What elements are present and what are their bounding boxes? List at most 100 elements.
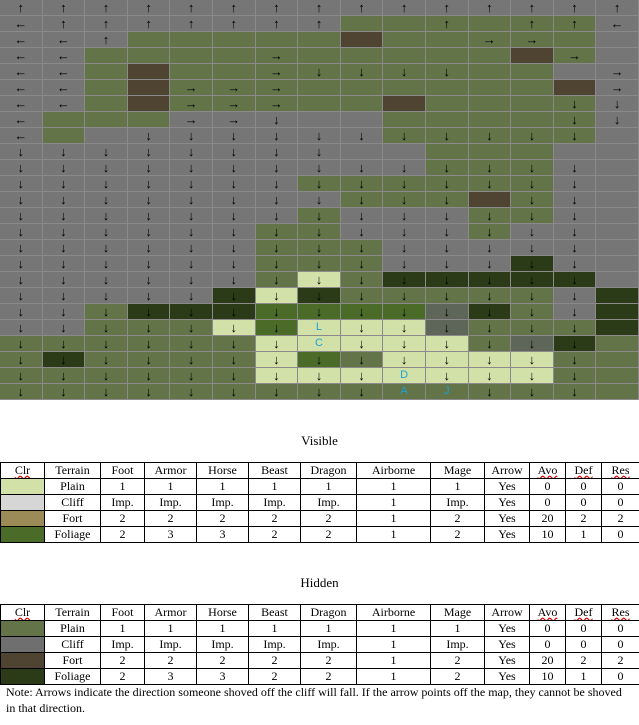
hidden-table-cell: 0	[601, 668, 639, 685]
arrow-up-icon: ↑	[127, 16, 171, 32]
arrow-down-icon: ↓	[298, 256, 341, 272]
visible-table-cell: 1	[356, 526, 431, 543]
map-note: Note: Arrows indicate the direction some…	[6, 685, 622, 715]
arrow-left-icon: ←	[0, 48, 43, 64]
visible-table-cell: 2	[196, 510, 249, 527]
arrow-down-icon: ↓	[298, 160, 341, 176]
unit-label: D	[383, 368, 426, 384]
map-tile	[596, 304, 639, 320]
arrow-down-icon: ↓	[212, 352, 256, 368]
arrow-up-icon: ↑	[340, 0, 384, 16]
map-tile	[340, 112, 384, 128]
arrow-down-icon: ↓	[127, 208, 171, 224]
hidden-table-cell: Foliage	[44, 668, 101, 685]
arrow-down-icon: ↓	[170, 176, 213, 192]
arrow-down-icon: ↓	[340, 384, 384, 400]
arrow-down-icon: ↓	[553, 208, 597, 224]
map-tile	[127, 64, 171, 80]
arrow-down-icon: ↓	[212, 256, 256, 272]
hidden-table-cell: Imp.	[248, 636, 301, 653]
arrow-down-icon: ↓	[511, 160, 554, 176]
visible-table-cell: 2	[248, 526, 301, 543]
arrow-down-icon: ↓	[298, 224, 341, 240]
map-tile	[383, 16, 426, 32]
visible-table-cell: 1	[356, 494, 431, 511]
arrow-down-icon: ↓	[85, 224, 128, 240]
map-tile	[340, 32, 384, 48]
hidden-table-cell: Imp.	[300, 636, 357, 653]
map-tile	[340, 144, 384, 160]
hidden-header-cell: Avo	[529, 604, 566, 621]
arrow-up-icon: ↑	[170, 16, 213, 32]
arrow-down-icon: ↓	[298, 192, 341, 208]
arrow-right-icon: →	[596, 80, 639, 96]
map-tile	[553, 64, 597, 80]
arrow-right-icon: →	[212, 96, 256, 112]
visible-table-cell: 1	[356, 510, 431, 527]
arrow-down-icon: ↓	[298, 272, 341, 288]
arrow-left-icon: ←	[0, 32, 43, 48]
arrow-down-icon: ↓	[425, 320, 469, 336]
arrow-down-icon: ↓	[255, 240, 299, 256]
arrow-down-icon: ↓	[127, 224, 171, 240]
map-tile	[596, 240, 639, 256]
map-tile	[596, 32, 639, 48]
visible-table-cell: 1	[565, 526, 602, 543]
arrow-down-icon: ↓	[127, 288, 171, 304]
arrow-down-icon: ↓	[468, 352, 512, 368]
arrow-down-icon: ↓	[0, 320, 43, 336]
arrow-down-icon: ↓	[553, 192, 597, 208]
visible-table-cell: Imp.	[144, 494, 197, 511]
arrow-up-icon: ↑	[298, 0, 341, 16]
map-tile	[468, 80, 512, 96]
arrow-down-icon: ↓	[553, 320, 597, 336]
hidden-table-row: Foliage 2 3 3 2 2 1 2 Yes 10 1 0	[0, 668, 639, 685]
visible-table-cell: Imp.	[100, 494, 145, 511]
arrow-down-icon: ↓	[212, 304, 256, 320]
arrow-down-icon: ↓	[468, 320, 512, 336]
arrow-down-icon: ↓	[42, 176, 86, 192]
arrow-down-icon: ↓	[383, 176, 426, 192]
map-tile	[596, 336, 639, 352]
map-tile	[596, 272, 639, 288]
arrow-down-icon: ↓	[127, 128, 171, 144]
hidden-header-row: Clr Terrain Foot Armor Horse Beast Dragon Airbo…	[0, 604, 639, 621]
arrow-down-icon: ↓	[383, 160, 426, 176]
arrow-down-icon: ↓	[255, 256, 299, 272]
arrow-down-icon: ↓	[0, 144, 43, 160]
hidden-header-cell: Armor	[144, 604, 197, 621]
map-tile	[511, 48, 554, 64]
arrow-down-icon: ↓	[255, 112, 299, 128]
arrow-down-icon: ↓	[85, 352, 128, 368]
map-tile	[468, 16, 512, 32]
map-tile	[298, 80, 341, 96]
hidden-table-cell: Imp.	[196, 636, 249, 653]
visible-table-cell: 2	[300, 510, 357, 527]
arrow-up-icon: ↑	[511, 0, 554, 16]
arrow-up-icon: ↑	[127, 0, 171, 16]
arrow-down-icon: ↓	[127, 256, 171, 272]
arrow-up-icon: ↑	[553, 0, 597, 16]
arrow-down-icon: ↓	[468, 208, 512, 224]
visible-table-cell: Plain	[44, 478, 101, 495]
arrow-down-icon: ↓	[553, 176, 597, 192]
hidden-table-row: Cliff Imp. Imp. Imp. Imp. Imp. 1 Imp. Yes 0 0 0	[0, 636, 639, 653]
map-tile	[340, 16, 384, 32]
map-tile	[383, 144, 426, 160]
map-tile	[212, 64, 256, 80]
arrow-down-icon: ↓	[468, 288, 512, 304]
arrow-down-icon: ↓	[511, 288, 554, 304]
hidden-header-cell: Res	[601, 604, 639, 621]
visible-table-row: Fort 2 2 2 2 2 1 2 Yes 20 2 2	[0, 510, 639, 527]
map-tile	[468, 144, 512, 160]
arrow-down-icon: ↓	[425, 208, 469, 224]
arrow-down-icon: ↓	[511, 384, 554, 400]
map-tile	[255, 32, 299, 48]
arrow-right-icon: →	[212, 112, 256, 128]
map-tile	[383, 112, 426, 128]
arrow-up-icon: ↑	[0, 0, 43, 16]
arrow-up-icon: ↑	[212, 16, 256, 32]
arrow-down-icon: ↓	[596, 96, 639, 112]
hidden-table-cell: 2	[430, 652, 485, 669]
map-tile	[468, 112, 512, 128]
